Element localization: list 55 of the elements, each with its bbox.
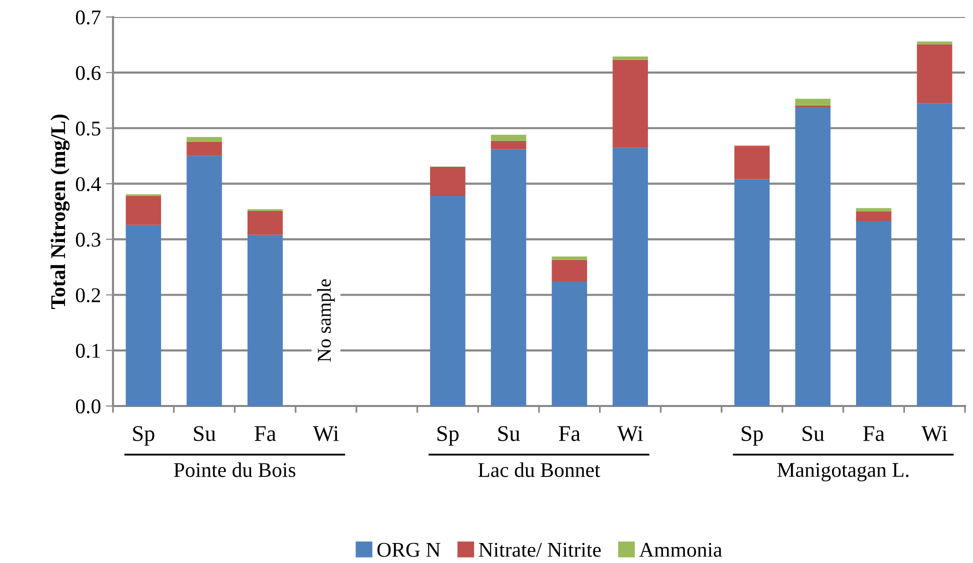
- text: Manigotagan L.: [777, 463, 908, 482]
- bar: [916, 103, 952, 406]
- legend-label: Ammonia: [639, 542, 722, 557]
- x-tick-label: Fa: [254, 426, 276, 442]
- annotation: No sample: [317, 279, 335, 362]
- bar: [430, 196, 466, 406]
- x-tick-label: Fa: [863, 426, 885, 442]
- bar: [126, 196, 162, 225]
- x-tick-label: Sp: [437, 426, 459, 446]
- x-tick-label: Su: [194, 426, 216, 442]
- bar: [612, 56, 648, 60]
- x-tick-label: Su: [498, 426, 520, 442]
- y-tick-label: 0.5: [76, 122, 100, 136]
- bar: [126, 224, 162, 406]
- bar: [490, 149, 526, 406]
- y-tick-label: 0.6: [76, 66, 101, 80]
- x-tick-label: Su: [802, 426, 824, 442]
- y-axis-title: Total Nitrogen (mg/L): [50, 114, 70, 309]
- bar: [490, 134, 526, 141]
- bar: [856, 220, 892, 406]
- bar: [247, 234, 283, 406]
- bar: [734, 179, 770, 406]
- y-tick-label: 0.0: [76, 399, 100, 414]
- y-tick-label: 0.3: [76, 232, 100, 247]
- x-tick-label: Wi: [312, 426, 339, 442]
- bar: [916, 44, 952, 104]
- text: Pointe du Bois: [174, 462, 296, 478]
- bar: [552, 260, 588, 282]
- bar: [795, 107, 831, 406]
- bar: [734, 146, 770, 180]
- x-tick-label: Sp: [742, 426, 763, 446]
- x-tick-label: Wi: [617, 426, 643, 442]
- y-tick-label: 0.2: [76, 288, 100, 302]
- x-tick-label: Wi: [921, 426, 948, 442]
- legend-label: Nitrate/ Nitrite: [478, 542, 601, 557]
- bar: [612, 148, 648, 406]
- bar: [247, 210, 283, 235]
- bar: [795, 98, 831, 106]
- bar: [186, 156, 222, 406]
- y-tick-label: 0.4: [76, 177, 101, 192]
- bar: [186, 137, 222, 142]
- bar: [490, 140, 526, 150]
- bar: [552, 282, 588, 406]
- bar: [552, 256, 588, 260]
- x-tick-label: Sp: [133, 426, 154, 446]
- text: Lac du Bonnet: [478, 462, 600, 478]
- bar: [186, 142, 222, 156]
- bar: [430, 167, 466, 196]
- legend-label: ORG N: [377, 542, 440, 557]
- bar: [856, 208, 892, 212]
- bar: [856, 212, 892, 221]
- y-tick-label: 0.1: [76, 344, 100, 358]
- bar: [612, 60, 648, 148]
- y-tick-label: 0.7: [76, 10, 101, 25]
- x-tick-label: Fa: [558, 426, 580, 442]
